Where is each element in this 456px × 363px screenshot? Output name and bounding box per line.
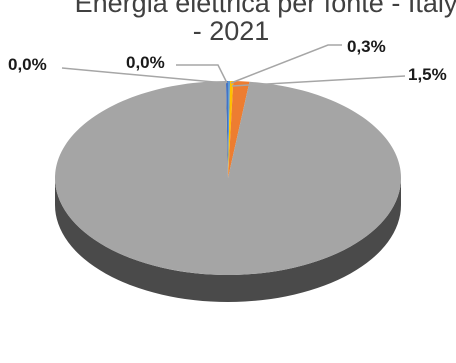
pie-slice <box>228 81 234 178</box>
leader-line <box>176 64 228 84</box>
leader-line <box>230 44 342 84</box>
leader-line <box>61 67 226 84</box>
pie-side-wall <box>55 178 401 302</box>
leader-lines <box>61 44 406 87</box>
chart-title-line-2: - 2021 <box>193 16 270 46</box>
data-label: 0,3% <box>347 37 386 56</box>
pie-slice <box>227 81 231 178</box>
pie-slice <box>228 81 250 178</box>
data-labels: 0,0% 0,0% 0,3% 1,5% 98,2% <box>8 37 447 320</box>
data-label: 0,0% <box>126 53 165 72</box>
leader-line <box>231 75 406 87</box>
data-label: 1,5% <box>408 65 447 84</box>
pie-group <box>54 81 401 302</box>
pie-slice <box>225 81 228 178</box>
pie-slice <box>54 81 401 276</box>
chart-title-line-1: Energia elettrica per fonte - Italy <box>75 0 456 18</box>
data-label: 0,0% <box>8 55 47 74</box>
data-label: 98,2% <box>204 301 252 320</box>
